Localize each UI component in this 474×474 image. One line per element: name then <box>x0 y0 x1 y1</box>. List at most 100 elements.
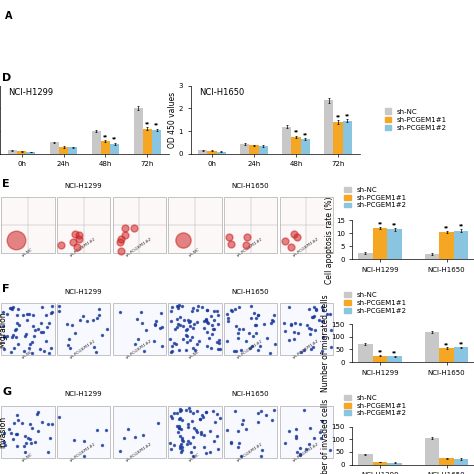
Point <box>21 433 29 440</box>
Point <box>323 310 330 318</box>
Bar <box>259 146 268 154</box>
Point <box>178 448 185 456</box>
Point <box>3 332 11 340</box>
Point <box>174 302 182 310</box>
Point <box>9 306 16 313</box>
Point <box>179 302 186 310</box>
Point <box>30 332 38 340</box>
Point <box>79 313 86 320</box>
Point <box>297 452 304 459</box>
Point <box>230 347 237 355</box>
Point <box>194 428 201 436</box>
Point <box>236 439 243 447</box>
Point <box>232 322 240 330</box>
Text: G: G <box>2 387 11 397</box>
Text: **: ** <box>377 221 383 226</box>
Point <box>214 345 222 353</box>
Bar <box>59 147 68 154</box>
Point <box>178 444 185 451</box>
Point <box>118 247 125 255</box>
Point <box>285 336 293 344</box>
Point <box>268 317 275 324</box>
Point <box>47 344 55 352</box>
Point <box>121 231 128 238</box>
Point <box>187 448 195 456</box>
Text: sh-PCGEM1#2: sh-PCGEM1#2 <box>125 339 153 360</box>
Point <box>235 444 242 451</box>
Point <box>271 311 278 319</box>
Point <box>235 326 243 333</box>
Bar <box>280 406 333 458</box>
Point <box>214 432 221 440</box>
Point <box>45 319 53 327</box>
Legend: sh-NC, sh-PCGEM1#1, sh-PCGEM1#2: sh-NC, sh-PCGEM1#1, sh-PCGEM1#2 <box>344 292 406 314</box>
Point <box>10 419 18 427</box>
Point <box>12 237 19 244</box>
Point <box>254 410 262 417</box>
Point <box>286 428 293 435</box>
Point <box>227 438 234 446</box>
Point <box>189 409 196 417</box>
Point <box>271 340 278 348</box>
Text: sh-PCGEM1#1: sh-PCGEM1#1 <box>237 441 264 463</box>
Point <box>7 348 15 356</box>
Point <box>196 415 204 423</box>
Point <box>158 342 165 350</box>
Bar <box>454 347 468 362</box>
Point <box>0 332 8 339</box>
Point <box>174 305 182 312</box>
Point <box>47 309 55 317</box>
Point <box>178 436 185 444</box>
Point <box>185 404 192 412</box>
Point <box>253 314 260 322</box>
Bar <box>57 406 110 458</box>
Point <box>177 425 185 433</box>
Point <box>26 435 34 442</box>
Point <box>225 234 233 241</box>
Point <box>214 410 221 418</box>
Text: sh-PCGEM1#2: sh-PCGEM1#2 <box>125 441 153 463</box>
Point <box>189 434 197 441</box>
Point <box>308 326 315 333</box>
Bar <box>143 129 152 154</box>
Point <box>21 332 29 340</box>
Point <box>72 329 79 337</box>
Point <box>202 449 210 456</box>
Point <box>183 441 191 448</box>
Bar <box>57 303 110 356</box>
Point <box>215 320 222 328</box>
Point <box>98 442 106 449</box>
Point <box>166 336 174 343</box>
Point <box>182 326 190 334</box>
Point <box>189 344 197 352</box>
Point <box>296 320 303 328</box>
Point <box>198 428 205 436</box>
Point <box>28 424 36 431</box>
Point <box>173 422 181 429</box>
Point <box>31 327 39 334</box>
Point <box>203 318 210 326</box>
Point <box>65 336 73 343</box>
Point <box>243 426 250 433</box>
Point <box>36 345 44 353</box>
Point <box>239 326 246 333</box>
Point <box>32 438 39 446</box>
Legend: sh-NC, sh-PCGEM1#1, sh-PCGEM1#2: sh-NC, sh-PCGEM1#1, sh-PCGEM1#2 <box>344 187 406 209</box>
Point <box>28 349 36 357</box>
Point <box>171 325 179 333</box>
Point <box>318 347 326 355</box>
Point <box>13 430 20 438</box>
Bar <box>358 253 373 259</box>
Point <box>291 328 298 336</box>
Point <box>189 452 196 459</box>
Point <box>234 329 241 337</box>
Text: **: ** <box>103 134 108 139</box>
Point <box>157 309 164 317</box>
Point <box>168 303 175 310</box>
Point <box>190 324 197 332</box>
Bar <box>373 356 387 362</box>
Text: Invasion: Invasion <box>0 416 7 448</box>
Point <box>225 314 232 321</box>
Point <box>175 422 183 429</box>
Point <box>224 318 232 325</box>
